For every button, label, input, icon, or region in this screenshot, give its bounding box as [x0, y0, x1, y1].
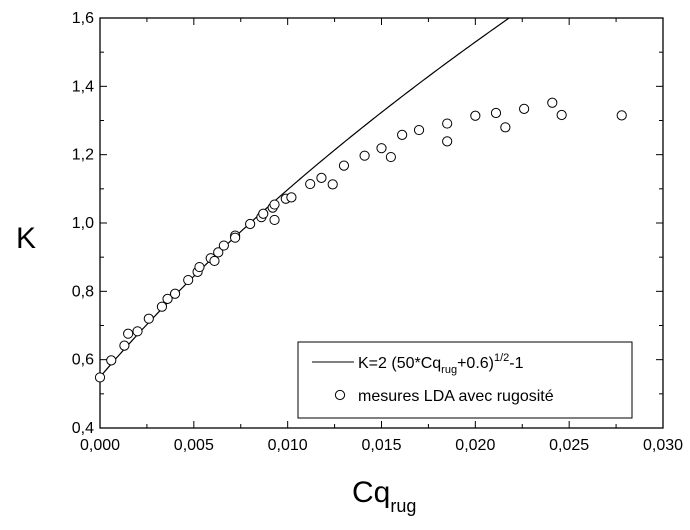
data-point — [132, 326, 143, 337]
data-point — [183, 274, 194, 286]
legend: K=2 (50*Cqrug+0.6)1/2-1 mesures LDA avec… — [297, 341, 633, 419]
legend-line-label: K=2 (50*Cqrug+0.6)1/2-1 — [358, 352, 524, 376]
data-point — [442, 118, 453, 129]
x-tick-label: 0,000 — [80, 437, 120, 454]
data-point — [413, 124, 425, 136]
data-point — [218, 240, 229, 251]
data-point — [305, 178, 316, 190]
data-point — [397, 129, 408, 140]
legend-line-sup: 1/2 — [494, 352, 509, 364]
data-point — [556, 109, 567, 121]
theory-curve — [100, 18, 511, 378]
y-tick-label: 1,6 — [72, 10, 94, 27]
y-tick-label: 1,2 — [72, 147, 94, 164]
legend-line-suffix: -1 — [509, 355, 523, 372]
data-point — [338, 160, 350, 171]
legend-line-prefix: K=2 (50*Cq — [358, 355, 441, 372]
legend-scatter-label: mesures LDA avec rugosité — [358, 388, 554, 405]
x-axis-title-main: Cq — [352, 476, 390, 509]
legend-line-mid: +0.6) — [457, 355, 494, 372]
y-tick-label: 0,4 — [72, 420, 94, 437]
x-tick-label: 0,005 — [174, 437, 214, 454]
data-point — [213, 247, 224, 258]
x-tick-label: 0,010 — [268, 437, 308, 454]
data-point — [209, 255, 220, 267]
y-tick-label: 1,4 — [72, 78, 94, 95]
data-point — [547, 97, 558, 108]
data-point — [258, 208, 269, 219]
data-point — [500, 122, 511, 133]
y-tick-label: 0,6 — [72, 352, 94, 369]
x-axis-title-sub: rug — [390, 496, 416, 516]
legend-box — [297, 341, 633, 419]
data-point — [269, 214, 280, 226]
y-axis-title: K — [16, 222, 36, 255]
legend-line-sub: rug — [441, 364, 457, 376]
data-point — [230, 232, 241, 243]
data-point — [123, 328, 134, 339]
x-tick-label: 0,025 — [549, 437, 589, 454]
data-point — [143, 313, 154, 324]
data-point — [442, 136, 453, 147]
data-point — [162, 293, 173, 304]
legend-marker-swatch — [334, 389, 346, 401]
data-point — [269, 199, 280, 210]
data-point — [286, 192, 297, 203]
x-tick-label: 0,015 — [361, 437, 401, 454]
data-point — [194, 261, 205, 273]
data-point — [119, 340, 130, 351]
data-point — [156, 301, 168, 312]
x-tick-label: 0,030 — [643, 437, 683, 454]
x-tick-label: 0,020 — [455, 437, 495, 454]
y-tick-label: 0,8 — [72, 283, 94, 300]
data-point — [376, 143, 387, 154]
data-point — [169, 288, 181, 299]
data-point — [385, 151, 396, 163]
x-axis-title: Cqrug — [352, 476, 416, 516]
data-point — [106, 355, 117, 366]
data-point — [316, 172, 327, 183]
data-point — [519, 103, 530, 114]
data-point — [470, 110, 481, 121]
data-point — [616, 110, 627, 121]
data-point — [94, 372, 106, 383]
data-point — [245, 218, 256, 230]
data-point — [490, 107, 502, 119]
data-point — [359, 150, 370, 161]
data-point — [327, 179, 338, 190]
y-tick-label: 1,0 — [72, 215, 94, 232]
